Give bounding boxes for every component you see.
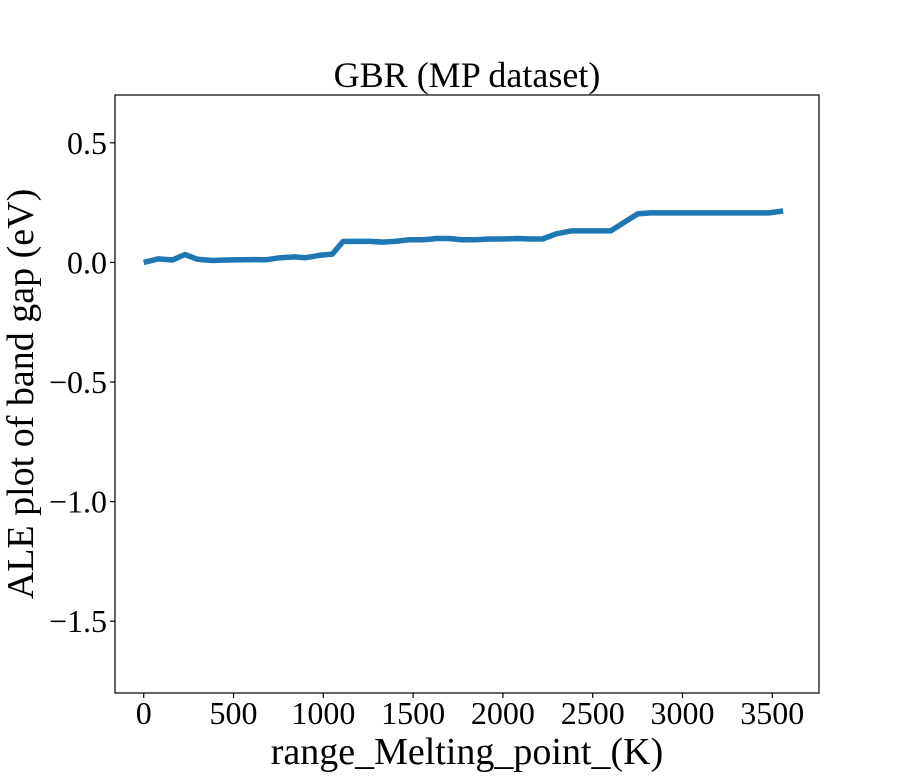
x-axis-label: range_Melting_point_(K) (271, 731, 664, 773)
y-tick-label: 0.0 (67, 244, 107, 280)
plot-frame (114, 94, 820, 694)
y-axis-ticks: 0.5 0.0 −0.5 −1.0 −1.5 (49, 125, 115, 639)
x-tick-label: 2000 (471, 695, 535, 731)
y-tick-label: −1.5 (49, 603, 107, 639)
y-tick-label: −1.0 (49, 484, 107, 520)
y-tick-label: −0.5 (49, 364, 107, 400)
y-tick-label: 0.5 (67, 125, 107, 161)
series-line-0 (143, 208, 784, 266)
x-tick-label: 3500 (740, 695, 804, 731)
x-tick-label: 500 (210, 695, 258, 731)
x-tick-label: 1500 (381, 695, 445, 731)
x-axis-ticks: 0 500 1000 1500 2000 2500 3000 3500 (136, 693, 804, 731)
x-tick-label: 2500 (561, 695, 625, 731)
x-tick-label: 1000 (291, 695, 355, 731)
x-tick-label: 3000 (651, 695, 715, 731)
chart-title: GBR (MP dataset) (334, 55, 601, 95)
plot-marks (143, 208, 784, 266)
x-tick-label: 0 (136, 695, 152, 731)
y-axis-label: ALE plot of band gap (eV) (0, 189, 42, 600)
